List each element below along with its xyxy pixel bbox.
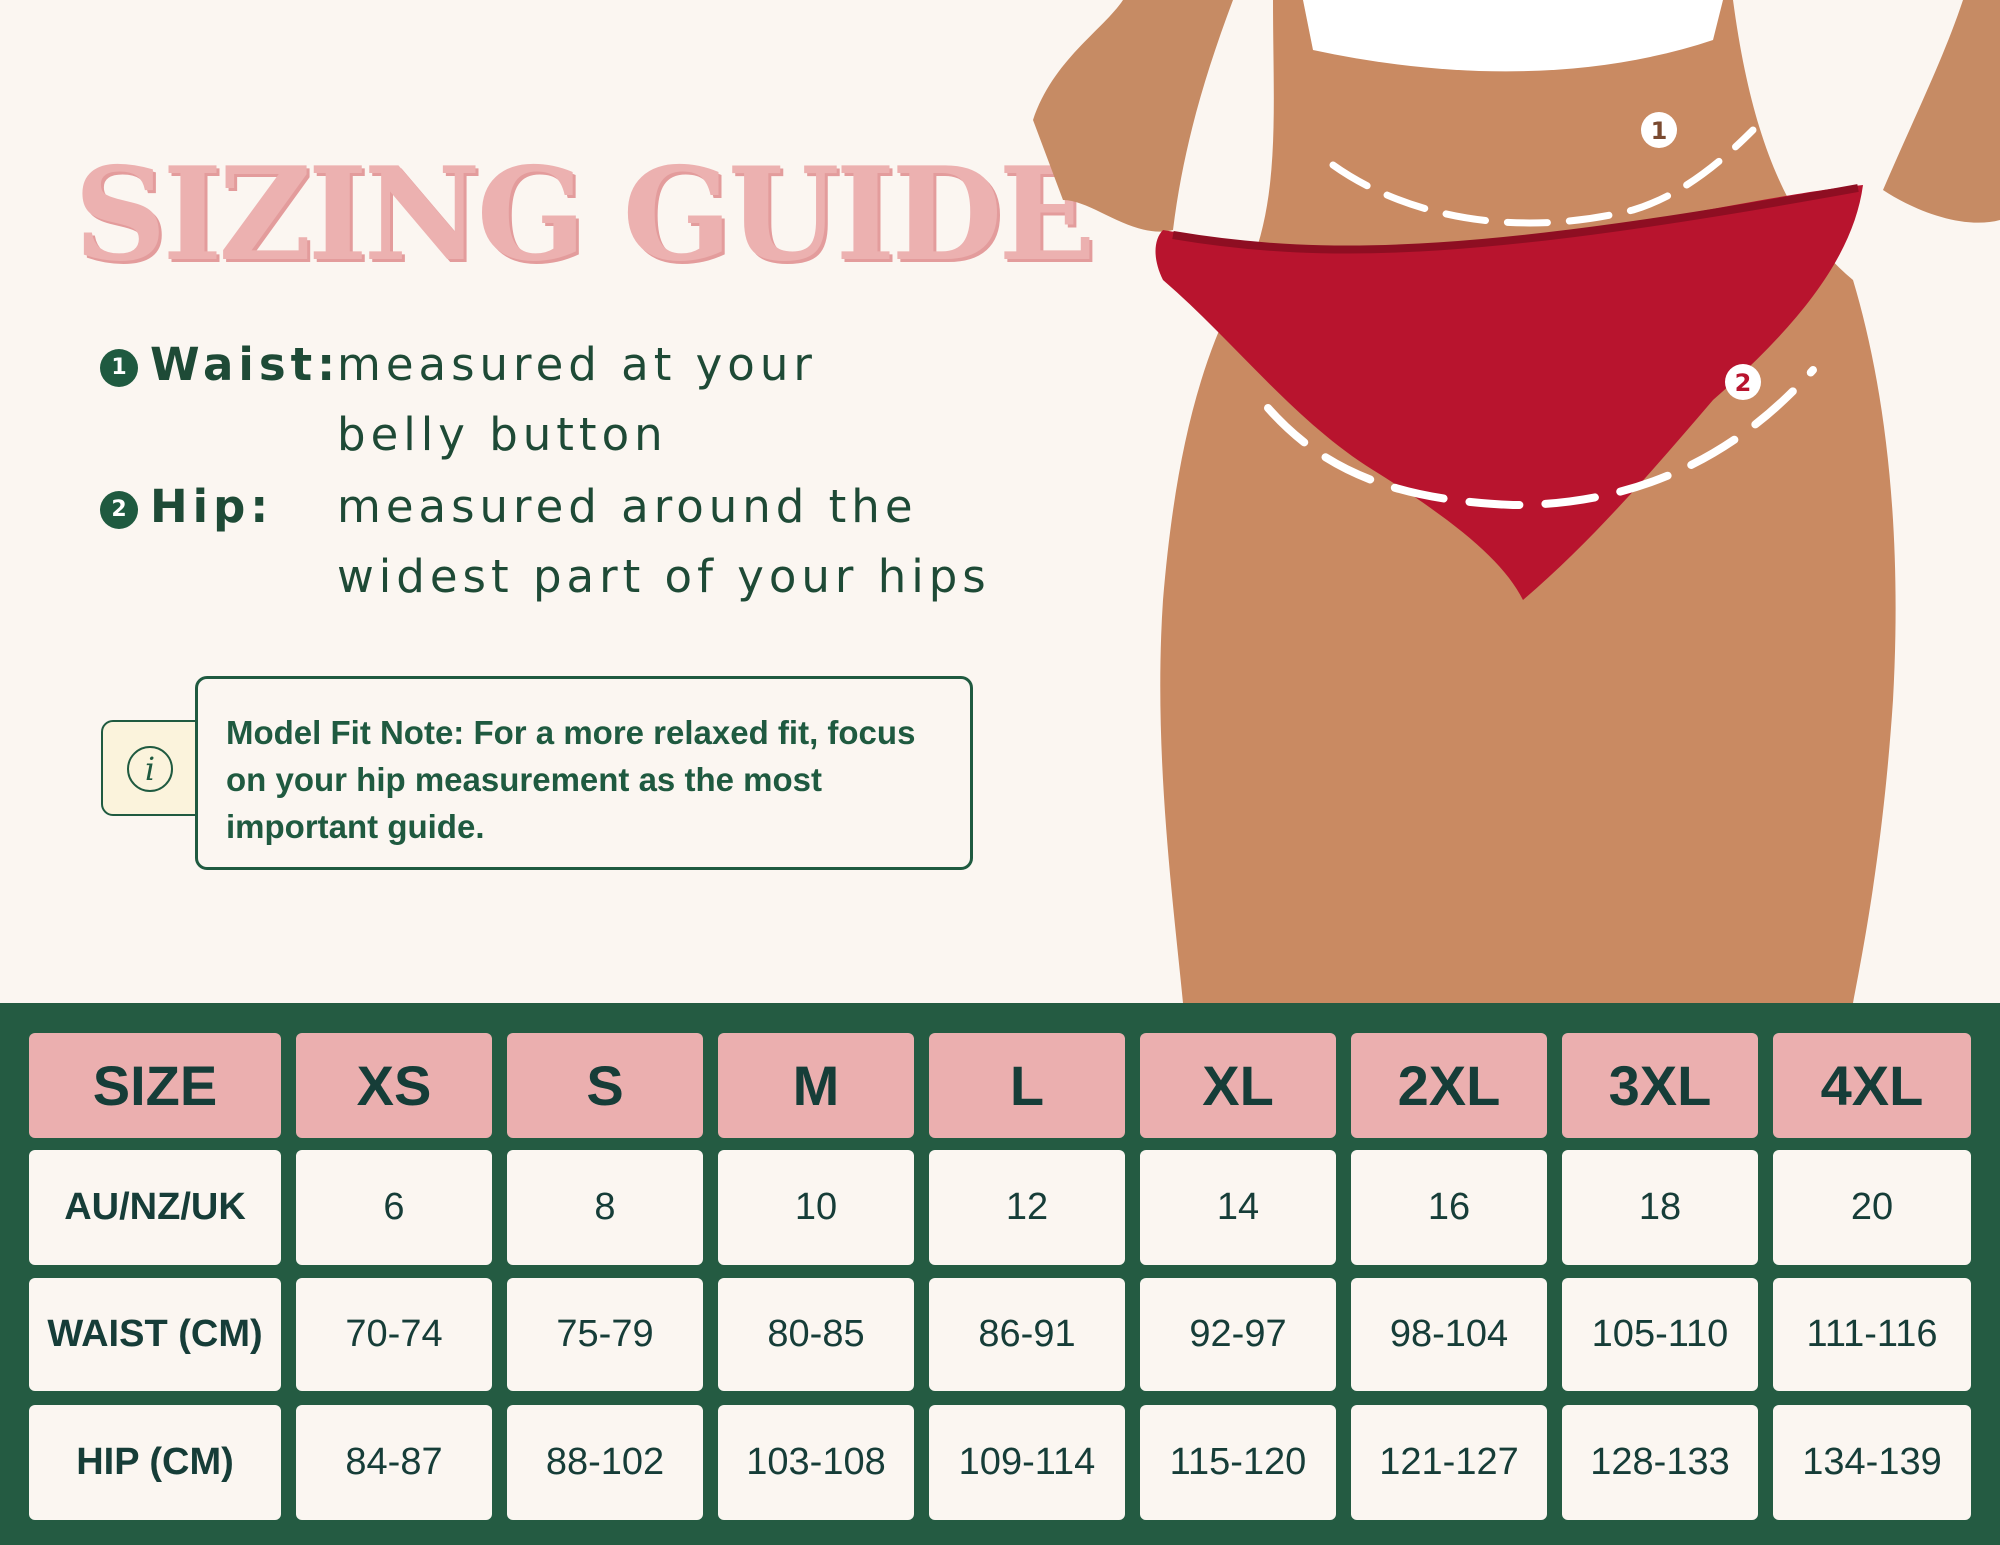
- table-cell: 18: [1562, 1150, 1758, 1265]
- table-cell: 8: [507, 1150, 703, 1265]
- table-header: XS: [296, 1033, 492, 1138]
- table-cell: 16: [1351, 1150, 1547, 1265]
- table-cell: 92-97: [1140, 1278, 1336, 1391]
- row-label: WAIST (CM): [29, 1278, 281, 1391]
- note-icon-tab: i: [101, 720, 201, 816]
- page-title: SIZING GUIDE: [74, 140, 1096, 290]
- marker-1: 1: [1651, 117, 1668, 145]
- table-cell: 75-79: [507, 1278, 703, 1391]
- measurement-waist: 1 Waist: measured at your: [100, 338, 812, 391]
- table-cell: 103-108: [718, 1405, 914, 1520]
- measurement-desc: measured at your: [337, 338, 817, 391]
- table-header: L: [929, 1033, 1125, 1138]
- table-cell: 109-114: [929, 1405, 1125, 1520]
- number-badge: 1: [100, 349, 138, 387]
- row-label: AU/NZ/UK: [29, 1150, 281, 1265]
- table-header: XL: [1140, 1033, 1336, 1138]
- table-header: S: [507, 1033, 703, 1138]
- table-cell: 12: [929, 1150, 1125, 1265]
- row-label: HIP (CM): [29, 1405, 281, 1520]
- table-cell: 105-110: [1562, 1278, 1758, 1391]
- table-cell: 98-104: [1351, 1278, 1547, 1391]
- table-header-size: SIZE: [29, 1033, 281, 1138]
- table-cell: 128-133: [1562, 1405, 1758, 1520]
- table-cell: 84-87: [296, 1405, 492, 1520]
- table-cell: 14: [1140, 1150, 1336, 1265]
- measurement-label: Hip:: [150, 480, 274, 533]
- table-cell: 111-116: [1773, 1278, 1971, 1391]
- table-cell: 20: [1773, 1150, 1971, 1265]
- table-cell: 10: [718, 1150, 914, 1265]
- info-icon: i: [127, 746, 173, 792]
- table-cell: 80-85: [718, 1278, 914, 1391]
- measurement-desc: belly button: [337, 408, 668, 461]
- table-cell: 88-102: [507, 1405, 703, 1520]
- model-fit-note: Model Fit Note: For a more relaxed fit, …: [195, 676, 973, 870]
- table-header: 4XL: [1773, 1033, 1971, 1138]
- table-header: 2XL: [1351, 1033, 1547, 1138]
- table-header: M: [718, 1033, 914, 1138]
- table-cell: 6: [296, 1150, 492, 1265]
- table-cell: 70-74: [296, 1278, 492, 1391]
- table-cell: 134-139: [1773, 1405, 1971, 1520]
- measurement-desc: widest part of your hips: [337, 550, 991, 603]
- measurement-label: Waist:: [150, 338, 341, 391]
- marker-2: 2: [1735, 369, 1752, 397]
- table-cell: 115-120: [1140, 1405, 1336, 1520]
- table-cell: 121-127: [1351, 1405, 1547, 1520]
- model-photo: 1 2: [1033, 0, 2000, 1003]
- table-header: 3XL: [1562, 1033, 1758, 1138]
- table-cell: 86-91: [929, 1278, 1125, 1391]
- measurement-desc: measured around the: [337, 480, 918, 533]
- number-badge: 2: [100, 491, 138, 529]
- measurement-hip: 2 Hip: measured around the: [100, 480, 913, 533]
